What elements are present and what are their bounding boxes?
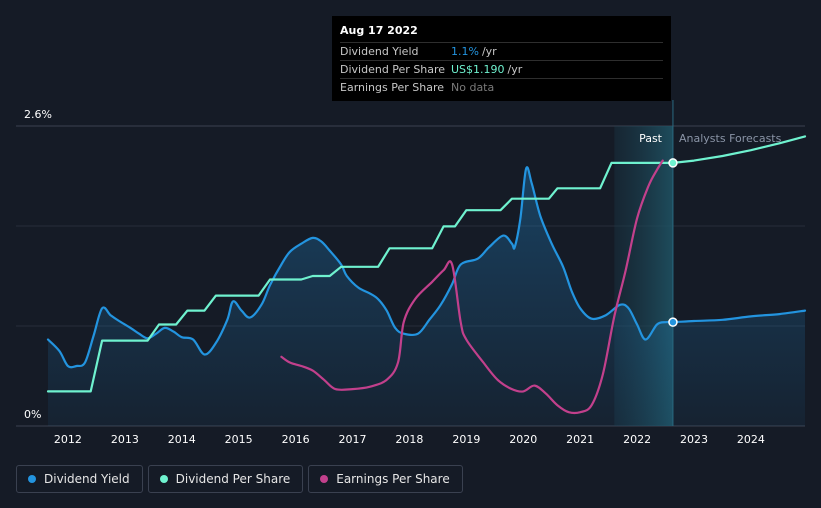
legend: Dividend Yield Dividend Per Share Earnin… bbox=[16, 465, 463, 493]
x-tick-label: 2024 bbox=[737, 433, 765, 446]
tooltip-value: No data bbox=[451, 81, 495, 94]
tooltip-row-earnings-per-share: Earnings Per Share No data bbox=[340, 79, 663, 96]
tooltip-label: Earnings Per Share bbox=[340, 81, 445, 94]
tooltip-markers bbox=[668, 158, 678, 327]
earnings-per-share-line bbox=[280, 159, 664, 415]
x-tick-label: 2023 bbox=[680, 433, 708, 446]
dividend-yield-dot-icon bbox=[28, 475, 36, 483]
dividend-yield-marker bbox=[668, 317, 678, 327]
tooltip-unit: /yr bbox=[481, 45, 497, 58]
x-tick-label: 2014 bbox=[168, 433, 196, 446]
legend-label: Dividend Per Share bbox=[175, 472, 291, 486]
dividend-per-share-marker bbox=[668, 158, 678, 168]
tooltip-value: 1.1% bbox=[451, 45, 479, 58]
x-tick-label: 2016 bbox=[282, 433, 310, 446]
tooltip-row-dividend-per-share: Dividend Per Share US$1.190 /yr bbox=[340, 61, 663, 79]
tooltip-value: US$1.190 bbox=[451, 63, 505, 76]
dividend-yield-line bbox=[46, 166, 807, 369]
x-axis-ticks: 2012 2013 2014 2015 2016 2017 2018 2019 2020 2021… bbox=[54, 433, 765, 446]
tooltip-label: Dividend Yield bbox=[340, 45, 419, 58]
tooltip-date: Aug 17 2022 bbox=[340, 24, 663, 43]
x-tick-label: 2013 bbox=[111, 433, 139, 446]
legend-label: Dividend Yield bbox=[44, 472, 130, 486]
past-region-label: Past bbox=[639, 132, 663, 145]
x-tick-label: 2018 bbox=[395, 433, 423, 446]
legend-item-dividend-per-share[interactable]: Dividend Per Share bbox=[147, 465, 304, 493]
x-tick-label: 2019 bbox=[452, 433, 480, 446]
forecast-region-label: Analysts Forecasts bbox=[679, 132, 782, 145]
legend-item-earnings-per-share[interactable]: Earnings Per Share bbox=[308, 465, 463, 493]
y-tick-label: 0% bbox=[24, 408, 41, 421]
dividend-per-share-dot-icon bbox=[159, 475, 168, 483]
legend-item-dividend-yield[interactable]: Dividend Yield bbox=[16, 465, 143, 493]
series-lines bbox=[46, 135, 807, 415]
dividend-yield-area bbox=[48, 167, 805, 426]
x-tick-label: 2022 bbox=[623, 433, 651, 446]
tooltip: Aug 17 2022 Dividend Yield 1.1% /yr Divi… bbox=[332, 16, 671, 101]
dividend-per-share-line bbox=[46, 135, 807, 393]
x-tick-label: 2012 bbox=[54, 433, 82, 446]
y-axis-ticks: 0% 2.6% bbox=[24, 108, 52, 421]
tooltip-unit: /yr bbox=[507, 63, 523, 76]
tooltip-label: Dividend Per Share bbox=[340, 63, 446, 76]
x-tick-label: 2015 bbox=[225, 433, 253, 446]
x-tick-label: 2017 bbox=[339, 433, 367, 446]
legend-label: Earnings Per Share bbox=[336, 472, 450, 486]
x-tick-label: 2021 bbox=[566, 433, 594, 446]
x-tick-label: 2020 bbox=[509, 433, 537, 446]
tooltip-row-dividend-yield: Dividend Yield 1.1% /yr bbox=[340, 43, 663, 61]
y-tick-label: 2.6% bbox=[24, 108, 52, 121]
earnings-per-share-dot-icon bbox=[320, 475, 329, 483]
